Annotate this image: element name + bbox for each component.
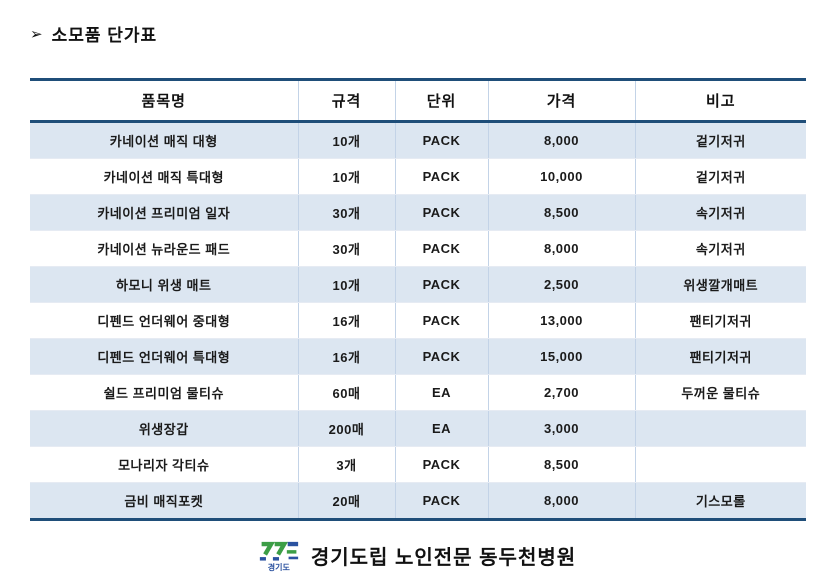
cell-price: 8,500 [488,446,636,483]
cell-spec: 30개 [298,230,396,267]
price-table: 품목명 규격 단위 가격 비고 카네이션 매직 대형 10개 PACK 8,000 겉기… [30,78,806,521]
cell-item-name: 쉴드 프리미엄 물티슈 [30,374,299,411]
cell-spec: 10개 [298,158,396,195]
cell-unit: PACK [395,266,489,303]
cell-unit: PACK [395,158,489,195]
cell-item-name: 카네이션 매직 대형 [30,121,299,159]
cell-price: 8,500 [488,194,636,231]
cell-spec: 3개 [298,446,396,483]
cell-note [635,446,806,483]
cell-note: 겉기저귀 [635,158,806,195]
cell-spec: 60매 [298,374,396,411]
cell-spec: 16개 [298,302,396,339]
cell-item-name: 위생장갑 [30,410,299,447]
cell-item-name: 카네이션 프리미엄 일자 [30,194,299,231]
gyeonggi-logo-label: 경기도 [267,563,290,572]
cell-spec: 20매 [298,482,396,520]
column-header-item-name: 품목명 [30,79,299,123]
cell-note: 두꺼운 물티슈 [635,374,806,411]
page: ➢ 소모품 단가표 품목명 규격 단위 가격 비고 카네이션 매직 대형 10개 P… [0,21,835,588]
column-header-unit: 단위 [395,79,489,123]
gyeonggi-logo: 경기도 [259,539,299,572]
table-row: 카네이션 매직 특대형 10개 PACK 10,000 겉기저귀 [30,158,806,195]
column-header-note: 비고 [635,79,806,123]
cell-unit: PACK [395,121,489,159]
cell-item-name: 카네이션 매직 특대형 [30,158,299,195]
table-row: 위생장갑 200매 EA 3,000 [30,410,806,447]
page-title-text: 소모품 단가표 [51,26,158,45]
page-title: ➢ 소모품 단가표 [30,21,835,46]
cell-spec: 10개 [298,266,396,303]
cell-spec: 10개 [298,121,396,159]
cell-spec: 16개 [298,338,396,375]
table-row: 디펜드 언더웨어 특대형 16개 PACK 15,000 팬티기저귀 [30,338,806,375]
hospital-name: 경기도립 노인전문 동두천병원 [310,547,577,569]
cell-item-name: 모나리자 각티슈 [30,446,299,483]
cell-note: 속기저귀 [635,230,806,267]
cell-unit: PACK [395,446,489,483]
cell-unit: PACK [395,230,489,267]
arrow-bullet-icon: ➢ [30,26,43,43]
table-row: 카네이션 뉴라운드 패드 30개 PACK 8,000 속기저귀 [30,230,806,267]
cell-price: 3,000 [488,410,636,447]
table-row: 카네이션 프리미엄 일자 30개 PACK 8,500 속기저귀 [30,194,806,231]
cell-price: 13,000 [488,302,636,339]
gyeonggi-logo-icon [259,541,298,561]
cell-price: 8,000 [488,482,636,520]
cell-price: 15,000 [488,338,636,375]
cell-item-name: 디펜드 언더웨어 중대형 [30,302,299,339]
cell-price: 8,000 [488,121,636,159]
cell-price: 8,000 [488,230,636,267]
table-row: 하모니 위생 매트 10개 PACK 2,500 위생깔개매트 [30,266,806,303]
cell-unit: PACK [395,482,489,520]
column-header-spec: 규격 [298,79,396,123]
cell-item-name: 하모니 위생 매트 [30,266,299,303]
cell-note: 위생깔개매트 [635,266,806,303]
column-header-price: 가격 [488,79,636,123]
table-row: 디펜드 언더웨어 중대형 16개 PACK 13,000 팬티기저귀 [30,302,806,339]
cell-unit: PACK [395,302,489,339]
cell-item-name: 금비 매직포켓 [30,482,299,520]
cell-spec: 30개 [298,194,396,231]
cell-note: 기스모롤 [695,494,746,509]
cell-item-name: 디펜드 언더웨어 특대형 [30,338,299,375]
cell-note: 팬티기저귀 [635,302,806,339]
cell-note: 속기저귀 [635,194,806,231]
table-header-row: 품목명 규격 단위 가격 비고 [30,79,806,123]
cell-note: 팬티기저귀 [635,338,806,375]
cell-unit: PACK [395,338,489,375]
cell-note [635,410,806,447]
cell-item-name: 카네이션 뉴라운드 패드 [30,230,299,267]
table-row: 쉴드 프리미엄 물티슈 60매 EA 2,700 두꺼운 물티슈 [30,374,806,411]
cell-spec: 200매 [298,410,396,447]
cell-unit: EA [395,410,489,447]
cell-price: 2,500 [488,266,636,303]
cell-price: 10,000 [488,158,636,195]
table-row: 카네이션 매직 대형 10개 PACK 8,000 겉기저귀 [30,121,806,159]
table-row: 모나리자 각티슈 3개 PACK 8,500 [30,446,806,483]
cell-unit: EA [395,374,489,411]
footer: 경기도 경기도립 노인전문 동두천병원 [0,539,835,572]
cell-note: 겉기저귀 [635,121,806,159]
table-row: 금비 매직포켓 20매 PACK 8,000 기스모롤 [30,482,806,520]
cell-unit: PACK [395,194,489,231]
cell-price: 2,700 [488,374,636,411]
